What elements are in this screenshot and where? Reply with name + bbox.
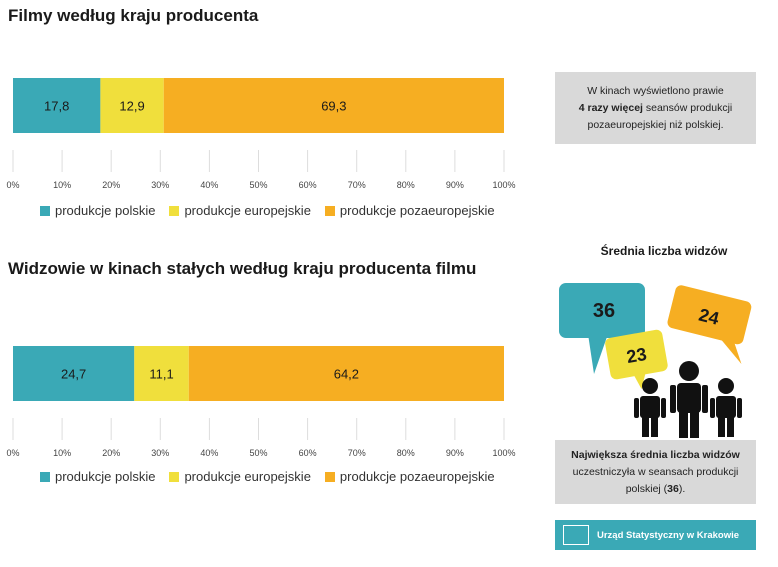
legend-item-non-european: produkcje pozaeuropejskie bbox=[324, 469, 495, 484]
footer-text: Urząd Statystyczny w Krakowie bbox=[597, 529, 740, 541]
average-illustration: 36 24 23 bbox=[559, 283, 752, 438]
legend-label-european: produkcje europejskie bbox=[184, 203, 311, 218]
legend-swatch-non-european bbox=[324, 205, 335, 216]
x-tick-label: 100% bbox=[492, 180, 515, 190]
x-tick-label: 0% bbox=[6, 180, 19, 190]
x-tick-label: 70% bbox=[348, 180, 366, 190]
note1-bold: 4 razy więcej bbox=[578, 101, 643, 114]
data-label-non-european: 64,2 bbox=[334, 367, 359, 382]
x-tick-label: 100% bbox=[492, 448, 515, 458]
footer-bar: Urząd Statystyczny w Krakowie bbox=[555, 520, 756, 550]
note-box-screenings: W kinach wyświetlono prawie 4 razy więce… bbox=[555, 72, 756, 144]
x-tick-label: 30% bbox=[151, 448, 169, 458]
note1-line2-rest: seansów produkcji bbox=[642, 101, 733, 114]
bar-segment-non-european bbox=[188, 346, 504, 401]
note1-line2: 4 razy więcej seansów produkcji bbox=[555, 100, 756, 117]
chart1-legend: produkcje polskie produkcje europejskie … bbox=[40, 203, 495, 218]
legend-label-non-european: produkcje pozaeuropejskie bbox=[339, 203, 495, 218]
average-value-non-european: 24 bbox=[697, 305, 721, 329]
legend-item-polish: produkcje polskie bbox=[40, 203, 155, 218]
note2-line3: polskiej (36). bbox=[555, 481, 756, 498]
legend-label-polish: produkcje polskie bbox=[55, 469, 156, 484]
note1-line3: pozaeuropejskiej niż polskiej. bbox=[587, 118, 724, 131]
legend-swatch-non-european bbox=[324, 471, 335, 482]
legend-label-european: produkcje europejskie bbox=[184, 469, 311, 484]
legend-item-european: produkcje europejskie bbox=[169, 469, 311, 484]
chart1-plot: 0% 10% 20% 30% 40% 50% 60% 70% 80% 90% 100% 17,8 12,… bbox=[6, 78, 516, 190]
x-tick-label: 40% bbox=[200, 448, 218, 458]
x-tick-label: 60% bbox=[299, 448, 317, 458]
x-tick-label: 90% bbox=[446, 448, 464, 458]
chart1-title: Filmy według kraju producenta bbox=[8, 6, 259, 25]
average-value-polish: 36 bbox=[593, 300, 615, 322]
x-tick-label: 50% bbox=[249, 448, 267, 458]
data-label-european: 11,1 bbox=[149, 367, 173, 382]
legend-item-non-european: produkcje pozaeuropejskie bbox=[324, 203, 495, 218]
legend-swatch-european bbox=[169, 205, 180, 216]
legend-swatch-european bbox=[169, 471, 180, 482]
legend-item-polish: produkcje polskie bbox=[40, 469, 155, 484]
x-tick-label: 80% bbox=[397, 448, 415, 458]
x-tick-label: 40% bbox=[200, 180, 218, 190]
data-label-polish: 24,7 bbox=[61, 367, 86, 382]
x-tick-label: 20% bbox=[102, 448, 120, 458]
x-tick-label: 30% bbox=[151, 180, 169, 190]
note2-line3-end: ). bbox=[678, 482, 686, 495]
note-box-average: Największa średnia liczba widzów uczestn… bbox=[555, 440, 756, 504]
note2-line2: uczestniczyła w seansach produkcji bbox=[572, 465, 739, 478]
speech-bubble-non-european: 24 bbox=[667, 285, 752, 364]
legend-label-non-european: produkcje pozaeuropejskie bbox=[339, 469, 495, 484]
chart2-plot: 0% 10% 20% 30% 40% 50% 60% 70% 80% 90% 100% 24,7 11,… bbox=[6, 346, 516, 458]
bar-segment-polish bbox=[13, 78, 101, 133]
x-tick-label: 70% bbox=[348, 448, 366, 458]
average-value-european: 23 bbox=[625, 344, 648, 367]
note2-line1: Największa średnia liczba widzów bbox=[571, 448, 740, 461]
people-icon bbox=[634, 361, 742, 438]
x-tick-label: 10% bbox=[53, 180, 71, 190]
bar-segment-european bbox=[134, 346, 189, 401]
speech-bubble-european: 23 bbox=[605, 329, 668, 390]
x-tick-label: 50% bbox=[249, 180, 267, 190]
bar-segment-non-european bbox=[163, 78, 504, 133]
data-label-non-european: 69,3 bbox=[321, 99, 346, 114]
note1-line1: W kinach wyświetlono prawie bbox=[587, 84, 724, 97]
legend-label-polish: produkcje polskie bbox=[55, 203, 156, 218]
bar-segment-european bbox=[100, 78, 164, 133]
x-tick-label: 20% bbox=[102, 180, 120, 190]
chart2-legend: produkcje polskie produkcje europejskie … bbox=[40, 469, 495, 484]
gus-logo-icon bbox=[563, 525, 589, 545]
legend-swatch-polish bbox=[40, 205, 50, 216]
x-tick-label: 0% bbox=[6, 448, 19, 458]
note2-bold: 36 bbox=[667, 482, 679, 495]
legend-swatch-polish bbox=[40, 471, 50, 482]
speech-bubble-polish: 36 bbox=[559, 283, 645, 374]
legend-item-european: produkcje europejskie bbox=[169, 203, 311, 218]
bar-segment-polish bbox=[13, 346, 135, 401]
x-tick-label: 90% bbox=[446, 180, 464, 190]
chart2-title: Widzowie w kinach stałych według kraju p… bbox=[8, 259, 477, 278]
x-tick-label: 10% bbox=[53, 448, 71, 458]
note2-line3-start: polskiej ( bbox=[625, 482, 668, 495]
data-label-european: 12,9 bbox=[119, 99, 144, 114]
data-label-polish: 17,8 bbox=[44, 99, 69, 114]
x-tick-label: 80% bbox=[397, 180, 415, 190]
x-tick-label: 60% bbox=[299, 180, 317, 190]
average-title: Średnia liczba widzów bbox=[600, 244, 728, 258]
